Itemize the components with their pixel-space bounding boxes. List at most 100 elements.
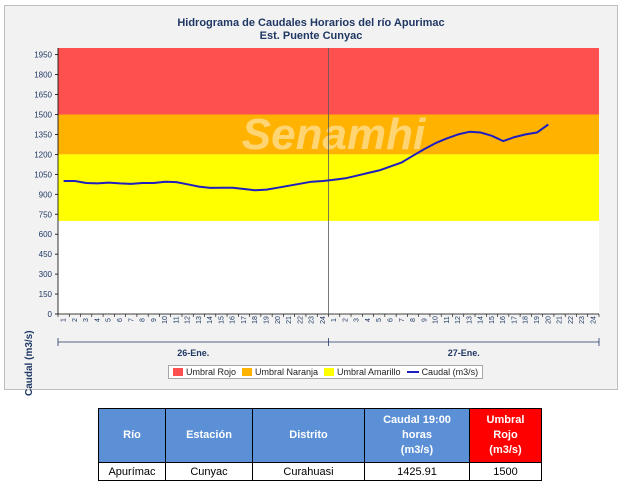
- header-distrito: Distrito: [252, 408, 365, 463]
- y-tick-label: 1800: [34, 71, 52, 80]
- day-label-26-ene: 26-Ene.: [177, 348, 209, 358]
- header-estacion: Estación: [165, 408, 253, 463]
- x-tick-label: 3: [83, 318, 90, 322]
- legend-swatch-rojo: [173, 368, 183, 376]
- header-umbral-rojo: Umbral Rojo (m3/s): [469, 408, 542, 463]
- x-tick-label: 24: [590, 316, 597, 324]
- header-umbral-line1: Umbral: [486, 414, 525, 426]
- header-caudal-line3: (m3/s): [400, 444, 434, 456]
- x-tick-label: 4: [365, 318, 372, 322]
- x-tick-label: 8: [140, 318, 147, 322]
- legend-swatch-naranja: [242, 368, 253, 376]
- watermark-text: Senamhi: [242, 110, 426, 159]
- x-tick-label: 16: [230, 316, 237, 324]
- legend-item-caudal: Caudal (m3/s): [406, 367, 479, 377]
- cell-caudal: 1425.91: [364, 462, 470, 481]
- x-tick-label: 13: [466, 316, 473, 324]
- x-tick-label: 21: [286, 316, 293, 324]
- x-tick-label: 16: [500, 316, 507, 324]
- x-tick-label: 21: [557, 316, 564, 324]
- x-tick-label: 5: [106, 318, 113, 322]
- series-line-caudal: [63, 123, 549, 192]
- cell-estacion: Cunyac: [165, 462, 253, 481]
- x-tick-label: 23: [309, 316, 316, 324]
- x-tick-label: 6: [387, 318, 394, 322]
- table-header-row: Río Estación Distrito Caudal 19:00 horas…: [98, 408, 542, 463]
- station-table: Río Estación Distrito Caudal 19:00 horas…: [98, 408, 542, 481]
- x-tick-label: 3: [354, 318, 361, 322]
- chart-subtitle: Est. Puente Cunyac: [259, 30, 363, 42]
- header-rio: Río: [98, 408, 166, 463]
- legend-label-amarillo: Umbral Amarillo: [337, 367, 401, 377]
- day-label-27-ene: 27-Ene.: [448, 348, 480, 358]
- y-tick-label: 1350: [34, 130, 52, 139]
- y-tick-label: 1500: [34, 111, 52, 120]
- x-tick-label: 12: [185, 316, 192, 324]
- cell-rio: Apurímac: [98, 462, 166, 481]
- legend-label-caudal: Caudal (m3/s): [421, 367, 479, 377]
- legend-label-rojo: Umbral Rojo: [186, 367, 237, 377]
- table-row: Apurímac Cunyac Curahuasi 1425.91 1500: [98, 462, 542, 481]
- y-tick-label: 450: [39, 250, 53, 259]
- header-umbral-line3: (m3/s): [489, 444, 522, 456]
- x-tick-label: 20: [545, 316, 552, 324]
- y-tick-label: 750: [39, 210, 53, 219]
- x-tick-label: 2: [72, 318, 79, 322]
- x-tick-label: 22: [568, 316, 575, 324]
- x-tick-label: 17: [241, 316, 248, 324]
- legend: Umbral Rojo Umbral Naranja Umbral Amaril…: [168, 365, 484, 379]
- x-tick-label: 6: [117, 318, 124, 322]
- x-tick-label: 17: [511, 316, 518, 324]
- x-tick-label: 9: [151, 318, 158, 322]
- chart-panel: Hidrograma de Caudales Horarios del río …: [4, 5, 618, 396]
- x-tick-label: 18: [523, 316, 530, 324]
- y-tick-label: 900: [39, 190, 53, 199]
- x-tick-label: 11: [444, 316, 451, 323]
- x-tick-label: 24: [320, 316, 327, 324]
- x-tick-label: 10: [162, 316, 169, 324]
- y-tick-label: 300: [39, 270, 53, 279]
- x-tick-label: 7: [399, 318, 406, 322]
- x-tick-label: 2: [342, 318, 349, 322]
- chart-svg: Senamhi015030045060075090010501200135015…: [34, 48, 600, 358]
- y-tick-label: 150: [39, 290, 53, 299]
- x-tick-label: 4: [94, 318, 101, 322]
- x-tick-label: 19: [264, 316, 271, 324]
- x-tick-label: 20: [275, 316, 282, 324]
- x-tick-label: 14: [207, 316, 214, 324]
- x-tick-label: 15: [218, 316, 225, 324]
- legend-item-umbral-amarillo: Umbral Amarillo: [324, 367, 401, 377]
- x-tick-label: 10: [433, 316, 440, 324]
- x-tick-label: 23: [579, 316, 586, 324]
- x-tick-label: 13: [196, 316, 203, 324]
- x-tick-label: 15: [489, 316, 496, 324]
- x-tick-label: 7: [128, 318, 135, 322]
- legend-swatch-amarillo: [324, 368, 335, 376]
- header-caudal-line2: horas: [402, 429, 432, 441]
- cell-distrito: Curahuasi: [252, 462, 365, 481]
- y-tick-label: 1650: [34, 91, 52, 100]
- chart-title: Hidrograma de Caudales Horarios del río …: [177, 17, 445, 29]
- legend-item-umbral-rojo: Umbral Rojo: [173, 367, 236, 377]
- y-tick-label: 1050: [34, 170, 52, 179]
- x-tick-label: 9: [421, 318, 428, 322]
- x-tick-label: 22: [297, 316, 304, 324]
- y-axis-label: Caudal (m3/s): [24, 330, 35, 396]
- x-tick-label: 1: [331, 318, 338, 322]
- y-tick-label: 0: [48, 310, 53, 319]
- x-tick-label: 12: [455, 316, 462, 324]
- y-tick-label: 1950: [34, 51, 52, 60]
- x-tick-label: 11: [173, 316, 180, 323]
- y-tick-label: 1200: [34, 150, 52, 159]
- x-tick-label: 18: [252, 316, 259, 324]
- header-caudal-line1: Caudal 19:00: [383, 414, 451, 426]
- header-caudal: Caudal 19:00 horas (m3/s): [364, 408, 470, 463]
- x-tick-label: 1: [61, 318, 68, 322]
- x-tick-label: 14: [478, 316, 485, 324]
- legend-swatch-caudal: [406, 371, 419, 373]
- header-umbral-line2: Rojo: [493, 429, 518, 441]
- cell-umbral-rojo: 1500: [469, 462, 542, 481]
- x-tick-label: 8: [410, 318, 417, 322]
- y-tick-label: 600: [39, 230, 53, 239]
- x-tick-label: 19: [534, 316, 541, 324]
